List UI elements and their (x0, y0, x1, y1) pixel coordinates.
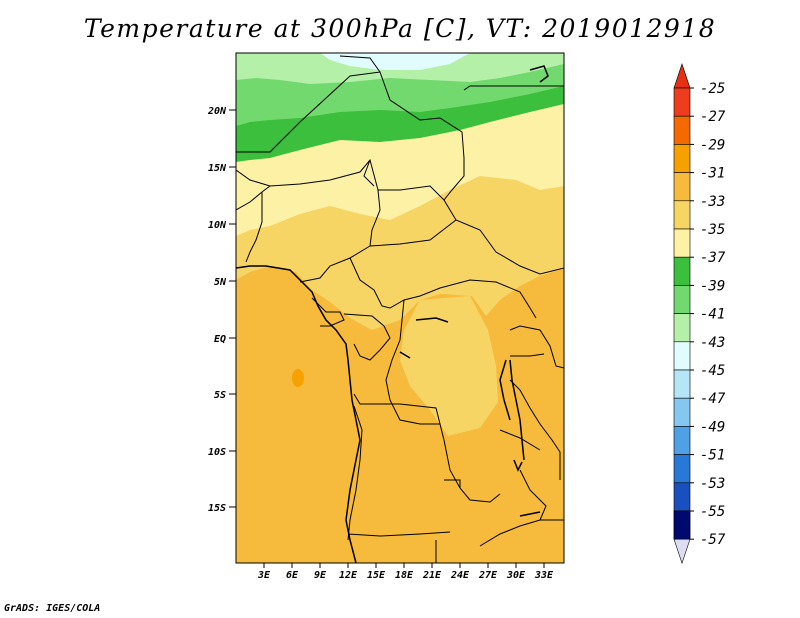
colorbar-label: -53 (700, 476, 725, 492)
colorbar-label: -35 (700, 222, 725, 238)
colorbar-label: -47 (700, 391, 726, 407)
lon-label: 24E (450, 570, 470, 581)
lon-label: 9E (314, 570, 327, 581)
lat-label: 5S (214, 390, 226, 401)
lat-label: 15S (208, 503, 226, 514)
colorbar-label: -51 (700, 448, 725, 464)
colorbar-swatch (673, 369, 691, 399)
colorbar-label: -55 (700, 504, 725, 520)
map-field (236, 53, 564, 563)
colorbar-swatch (673, 256, 691, 286)
colorbar-label: -33 (700, 194, 725, 210)
colorbar-swatch (673, 510, 691, 540)
colorbar-label: -29 (700, 137, 725, 153)
colorbar-upper-triangle (673, 63, 691, 89)
lon-label: 6E (286, 570, 299, 581)
colorbar-swatch (673, 144, 691, 173)
coastlines (236, 65, 549, 563)
colorbar-swatch (673, 313, 691, 343)
colorbar-label: -37 (700, 250, 726, 266)
lat-label: 5N (214, 277, 227, 288)
lon-label: 27E (478, 570, 498, 581)
colorbar-swatch (673, 172, 691, 202)
colorbar-swatch (673, 87, 691, 117)
field-patch (402, 475, 418, 485)
colorbar-swatch (673, 228, 691, 258)
latitude-axis: 20N 15N 10N 5N EQ 5S 10S 15S (207, 106, 236, 514)
map-frame (235, 52, 565, 564)
colorbar-swatch (673, 115, 691, 145)
colorbar-label: -27 (700, 109, 726, 125)
colorbar-label: -31 (700, 166, 725, 182)
colorbar-label: -25 (700, 81, 725, 97)
lat-label: 15N (208, 163, 227, 174)
colorbar-label: -49 (700, 419, 725, 435)
credit-text: GrADS: IGES/COLA (4, 603, 101, 614)
lat-label: 10S (208, 447, 226, 458)
colorbar-swatch (673, 200, 691, 230)
chart-title: Temperature at 300hPa [C], VT: 201901291… (83, 14, 717, 43)
lon-label: 21E (422, 570, 442, 581)
colorbar-label: -57 (700, 532, 726, 548)
lon-label: 12E (339, 570, 358, 581)
lat-label: EQ (214, 334, 226, 345)
colorbar-swatch (673, 397, 691, 427)
lon-label: 18E (395, 570, 414, 581)
colorbar-swatch (673, 482, 691, 512)
lat-label: 20N (207, 106, 227, 117)
field-central-lobe (400, 296, 498, 436)
field-warm-patch (292, 369, 304, 387)
colorbar-swatch (673, 454, 691, 484)
country-borders (236, 55, 564, 563)
longitude-axis: 3E 6E 9E 12E 15E 18E 21E 24E 27E 30E 33E (257, 563, 554, 581)
colorbar-swatch (673, 426, 691, 455)
colorbar-label: -41 (700, 307, 725, 323)
lon-label: 33E (534, 570, 554, 581)
lon-label: 3E (257, 570, 271, 581)
lon-label: 15E (367, 570, 386, 581)
colorbar-swatch (673, 341, 691, 371)
lon-label: 30E (506, 570, 526, 581)
colorbar-label: -43 (700, 335, 725, 351)
colorbar: -25 -27 -29 -31 -33 -35 -37 -39 -41 -43 -45 -47 -49 -… (673, 63, 726, 565)
colorbar-label: -45 (700, 363, 725, 379)
colorbar-label: -39 (700, 278, 725, 294)
colorbar-swatch (673, 285, 691, 314)
colorbar-lower-triangle (673, 538, 691, 565)
lat-label: 10N (208, 220, 227, 231)
